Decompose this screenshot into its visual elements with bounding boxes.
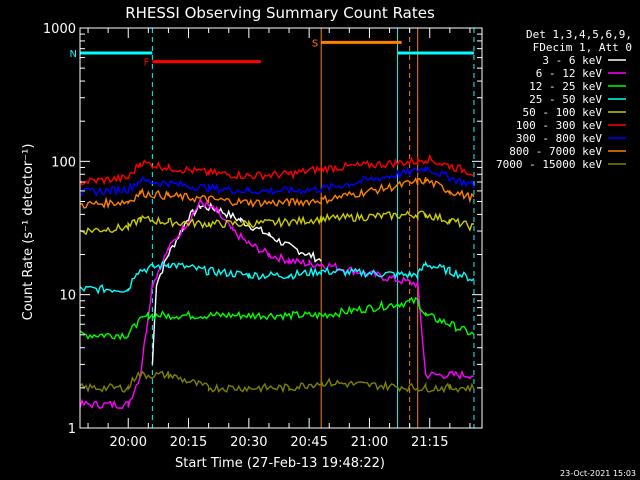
legend-entry-label: 12 - 25 keV: [529, 80, 602, 93]
chart-title: RHESSI Observing Summary Count Rates: [125, 4, 435, 22]
annotation-label-1: F: [144, 58, 150, 69]
legend-header-line: Det 1,3,4,5,6,9,: [526, 28, 632, 41]
legend-entry-label: 800 - 7000 keV: [509, 145, 602, 158]
legend-entry-label: 300 - 800 keV: [516, 132, 602, 145]
series-line-8: [80, 370, 475, 394]
series-line-0: [151, 202, 322, 365]
series-line-7: [80, 177, 475, 210]
x-tick-label: 21:00: [351, 435, 388, 450]
series-line-3: [80, 260, 475, 295]
series-line-5: [80, 153, 475, 186]
legend: Det 1,3,4,5,6,9,FDecim 1, Att 03 - 6 keV…: [496, 28, 632, 171]
x-tick-label: 21:15: [411, 435, 448, 450]
legend-entry-label: 6 - 12 keV: [536, 67, 603, 80]
y-tick-label: 10: [59, 289, 76, 304]
x-axis-label: Start Time (27-Feb-13 19:48:22): [175, 456, 385, 471]
footer-date: 23-Oct-2021 15:03: [560, 469, 636, 478]
x-tick-label: 20:30: [230, 435, 267, 450]
y-tick-label: 1: [68, 422, 76, 437]
axes: 1 10 100 1000 20:00 20:15 20:30 20:45 21:00 21:15: [43, 22, 483, 450]
legend-entry-label: 7000 - 15000 keV: [496, 158, 602, 171]
legend-entry-label: 50 - 100 keV: [523, 106, 603, 119]
x-tick-label: 20:15: [170, 435, 207, 450]
series-line-4: [80, 210, 475, 236]
y-axis-label: Count Rate (s⁻¹ detector⁻¹): [21, 144, 36, 321]
series-line-1: [80, 197, 475, 410]
legend-entry-label: 100 - 300 keV: [516, 119, 602, 132]
series-line-2: [80, 296, 475, 341]
series-group: [80, 28, 475, 428]
legend-entry-label: 25 - 50 keV: [529, 93, 602, 106]
annotation-label-0: N: [70, 49, 77, 60]
plot-area: N F S: [70, 28, 475, 428]
x-tick-label: 20:00: [110, 435, 147, 450]
x-tick-label: 20:45: [290, 435, 327, 450]
legend-header-line: FDecim 1, Att 0: [533, 41, 632, 54]
y-tick-label: 1000: [43, 22, 76, 37]
legend-entry-label: 3 - 6 keV: [542, 54, 602, 67]
annotation-label-2: S: [312, 38, 318, 49]
series-line-6: [80, 165, 475, 198]
y-tick-label: 100: [51, 155, 76, 170]
plot-frame: [79, 27, 483, 429]
